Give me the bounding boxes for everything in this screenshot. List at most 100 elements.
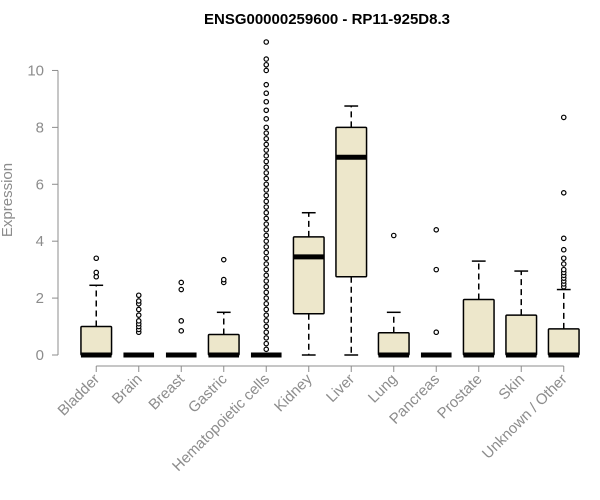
outlier-point <box>263 283 270 290</box>
outlier-point <box>263 232 270 239</box>
outlier-point <box>263 340 270 347</box>
outlier-point <box>263 227 270 233</box>
outlier-point <box>560 255 567 262</box>
y-tick-label: 2 <box>36 290 44 307</box>
y-tick-label: 6 <box>36 176 44 193</box>
outlier-point <box>263 116 270 122</box>
outlier-point <box>433 266 440 273</box>
outlier-point <box>135 306 142 313</box>
iqr-box <box>335 126 368 278</box>
outlier-point <box>263 221 270 227</box>
outlier-point <box>560 266 567 273</box>
outlier-point <box>263 39 270 45</box>
y-tick-label: 10 <box>27 62 44 79</box>
outlier-point <box>93 269 100 276</box>
x-tick-label: Breast <box>145 370 188 413</box>
outlier-point <box>263 238 270 244</box>
outlier-point <box>263 198 270 205</box>
x-tick-label: Brain <box>109 371 146 408</box>
box-group <box>462 260 495 358</box>
outlier-point <box>263 335 270 341</box>
chart-title: ENSG00000259600 - RP11-925D8.3 <box>204 11 450 28</box>
outlier-point <box>560 246 567 253</box>
outlier-point <box>263 323 270 330</box>
box-group <box>420 227 452 358</box>
y-tick-label: 4 <box>36 233 44 250</box>
x-tick-label: Bladder <box>54 371 103 420</box>
outlier-point <box>560 114 567 121</box>
outlier-point <box>178 279 185 286</box>
box-series <box>80 39 580 358</box>
outlier-point <box>560 261 567 267</box>
outlier-point <box>263 300 270 307</box>
outlier-point <box>263 141 270 148</box>
outlier-point <box>263 192 270 199</box>
box-group <box>377 232 410 358</box>
y-tick-label: 8 <box>36 119 44 136</box>
outlier-point <box>263 272 270 279</box>
outlier-point <box>263 346 270 353</box>
outlier-point <box>263 164 270 171</box>
box-group <box>335 105 368 356</box>
iqr-box <box>505 314 538 356</box>
outlier-point <box>178 286 185 293</box>
outlier-point <box>135 318 142 324</box>
outlier-point <box>263 187 270 193</box>
y-axis: 0 2 4 6 8 10 <box>27 62 59 364</box>
outlier-point <box>263 204 270 210</box>
outlier-point <box>263 266 270 273</box>
outlier-point <box>263 306 270 313</box>
outlier-point <box>263 209 270 216</box>
outlier-point <box>263 153 270 159</box>
iqr-box <box>547 328 580 356</box>
outlier-point <box>263 170 270 176</box>
outlier-point <box>263 289 270 296</box>
outlier-point <box>263 81 270 88</box>
outlier-point <box>263 107 270 114</box>
outlier-point <box>560 190 567 196</box>
box-group <box>165 279 197 358</box>
outlier-point <box>560 235 567 242</box>
outlier-point <box>263 56 270 62</box>
outlier-point <box>220 276 227 283</box>
outlier-point <box>263 135 270 142</box>
iqr-box <box>292 236 325 315</box>
iqr-box <box>207 333 240 356</box>
outlier-point <box>93 255 100 262</box>
outlier-point <box>263 249 270 256</box>
iqr-box <box>377 332 410 356</box>
box-group <box>250 39 282 358</box>
outlier-point <box>263 261 270 267</box>
outlier-point <box>263 329 270 336</box>
outlier-point <box>263 130 270 136</box>
outlier-point <box>433 329 440 336</box>
outlier-point <box>263 90 270 97</box>
outlier-point <box>263 147 270 153</box>
y-axis-label: Expression <box>0 163 16 237</box>
x-tick-label: Prostate <box>434 371 486 423</box>
box-group <box>207 256 240 358</box>
outlier-point <box>433 227 440 233</box>
x-tick-label: Lung <box>365 371 401 407</box>
outlier-point <box>263 244 270 250</box>
iqr-box <box>80 325 113 356</box>
box-group <box>547 114 580 358</box>
outlier-point <box>263 181 270 188</box>
outlier-point <box>135 312 142 318</box>
outlier-point <box>390 232 397 239</box>
outlier-point <box>263 124 270 131</box>
outlier-point <box>178 318 185 324</box>
outlier-point <box>135 292 142 299</box>
outlier-point <box>263 61 270 68</box>
outlier-point <box>263 158 270 165</box>
outlier-point <box>220 256 227 263</box>
y-tick-label: 0 <box>36 347 44 364</box>
outlier-point <box>263 98 270 105</box>
outlier-point <box>263 175 270 182</box>
iqr-box <box>462 298 495 356</box>
outlier-point <box>135 298 142 304</box>
outlier-point <box>263 318 270 324</box>
x-tick-label: Kidney <box>271 370 316 415</box>
